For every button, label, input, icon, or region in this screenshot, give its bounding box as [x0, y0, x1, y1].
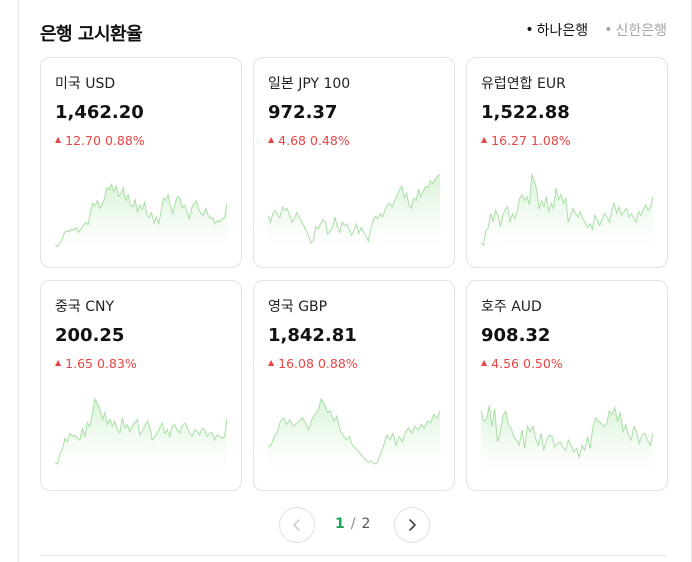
sparkline-area [481, 405, 653, 471]
sparkline-line [481, 173, 653, 247]
change-amount: 1.65 [65, 356, 93, 371]
currency-rate: 972.37 [268, 102, 338, 123]
sparkline-area [55, 184, 227, 248]
change-amount: 12.70 [65, 133, 101, 148]
change-percent: 0.88% [104, 133, 145, 148]
sparkline-chart [55, 397, 227, 471]
currency-rate: 1,522.88 [481, 102, 570, 123]
exchange-rate-panel: 은행 고시환율 • 하나은행 • 신한은행 미국 USD 1,462.20 ▲ … [18, 0, 692, 562]
chevron-left-icon [293, 519, 300, 531]
currency-change: ▲ 12.70 0.88% [55, 133, 145, 148]
currency-change: ▲ 4.56 0.50% [481, 356, 563, 371]
change-percent: 1.08% [530, 133, 571, 148]
currency-card-eur[interactable]: 유럽연합 EUR 1,522.88 ▲ 16.27 1.08% [466, 57, 668, 268]
up-triangle-icon: ▲ [268, 135, 275, 144]
change-amount: 16.27 [491, 133, 527, 148]
up-triangle-icon: ▲ [481, 135, 488, 144]
currency-change: ▲ 16.08 0.88% [268, 356, 358, 371]
bottom-divider [40, 555, 667, 556]
bank-option-label: 신한은행 [615, 23, 667, 39]
pagination: 1 / 2 [19, 507, 691, 543]
change-amount: 4.56 [491, 356, 519, 371]
page-separator: / [350, 516, 356, 532]
prev-page-button[interactable] [279, 507, 315, 543]
currency-card-usd[interactable]: 미국 USD 1,462.20 ▲ 12.70 0.88% [40, 57, 242, 268]
bank-option-label: 하나은행 [536, 23, 589, 39]
up-triangle-icon: ▲ [268, 358, 275, 367]
sparkline-chart [481, 405, 653, 471]
up-triangle-icon: ▲ [55, 358, 62, 367]
sparkline-line [55, 397, 227, 465]
currency-rate: 1,842.81 [268, 325, 357, 346]
sparkline-chart [268, 173, 440, 248]
panel-header: 은행 고시환율 • 하나은행 • 신한은행 [40, 18, 667, 46]
change-percent: 0.48% [310, 133, 350, 148]
sparkline-chart [55, 183, 227, 248]
change-amount: 4.68 [278, 133, 306, 148]
change-percent: 0.83% [97, 356, 137, 371]
sparkline-area [268, 174, 440, 248]
sparkline-area [268, 398, 440, 471]
currency-name: 미국 USD [55, 76, 116, 92]
up-triangle-icon: ▲ [481, 358, 488, 367]
currency-name: 영국 GBP [268, 299, 328, 315]
currency-card-jpy[interactable]: 일본 JPY 100 972.37 ▲ 4.68 0.48% [253, 57, 455, 268]
currency-change: ▲ 16.27 1.08% [481, 133, 571, 148]
total-pages: 2 [361, 516, 371, 532]
sparkline-line [481, 405, 653, 460]
panel-title: 은행 고시환율 [40, 24, 143, 45]
change-amount: 16.08 [278, 356, 314, 371]
currency-rate: 908.32 [481, 325, 551, 346]
change-percent: 0.88% [317, 356, 358, 371]
bullet-icon: • [604, 22, 613, 38]
currency-card-gbp[interactable]: 영국 GBP 1,842.81 ▲ 16.08 0.88% [253, 280, 455, 491]
currency-name: 일본 JPY 100 [268, 76, 351, 92]
currency-name: 호주 AUD [481, 299, 542, 315]
bank-option-hana[interactable]: • 하나은행 [525, 20, 588, 40]
bank-selector: • 하나은행 • 신한은행 [525, 20, 667, 40]
currency-name: 유럽연합 EUR [481, 76, 566, 92]
sparkline-chart [481, 173, 653, 248]
change-percent: 0.50% [523, 356, 563, 371]
sparkline-line [268, 397, 440, 465]
current-page: 1 [335, 516, 345, 532]
bank-option-shinhan[interactable]: • 신한은행 [604, 20, 667, 40]
currency-rate: 200.25 [55, 325, 125, 346]
page-indicator: 1 / 2 [335, 516, 370, 532]
currency-rate: 1,462.20 [55, 102, 144, 123]
currency-card-cny[interactable]: 중국 CNY 200.25 ▲ 1.65 0.83% [40, 280, 242, 491]
currency-name: 중국 CNY [55, 299, 115, 315]
sparkline-line [55, 183, 227, 247]
currency-card-aud[interactable]: 호주 AUD 908.32 ▲ 4.56 0.50% [466, 280, 668, 491]
chevron-right-icon [409, 519, 416, 531]
sparkline-area [55, 398, 227, 471]
bullet-icon: • [525, 22, 534, 38]
currency-change: ▲ 1.65 0.83% [55, 356, 137, 371]
currency-change: ▲ 4.68 0.48% [268, 133, 350, 148]
up-triangle-icon: ▲ [55, 135, 62, 144]
next-page-button[interactable] [394, 507, 430, 543]
sparkline-line [268, 173, 440, 244]
sparkline-chart [268, 397, 440, 471]
